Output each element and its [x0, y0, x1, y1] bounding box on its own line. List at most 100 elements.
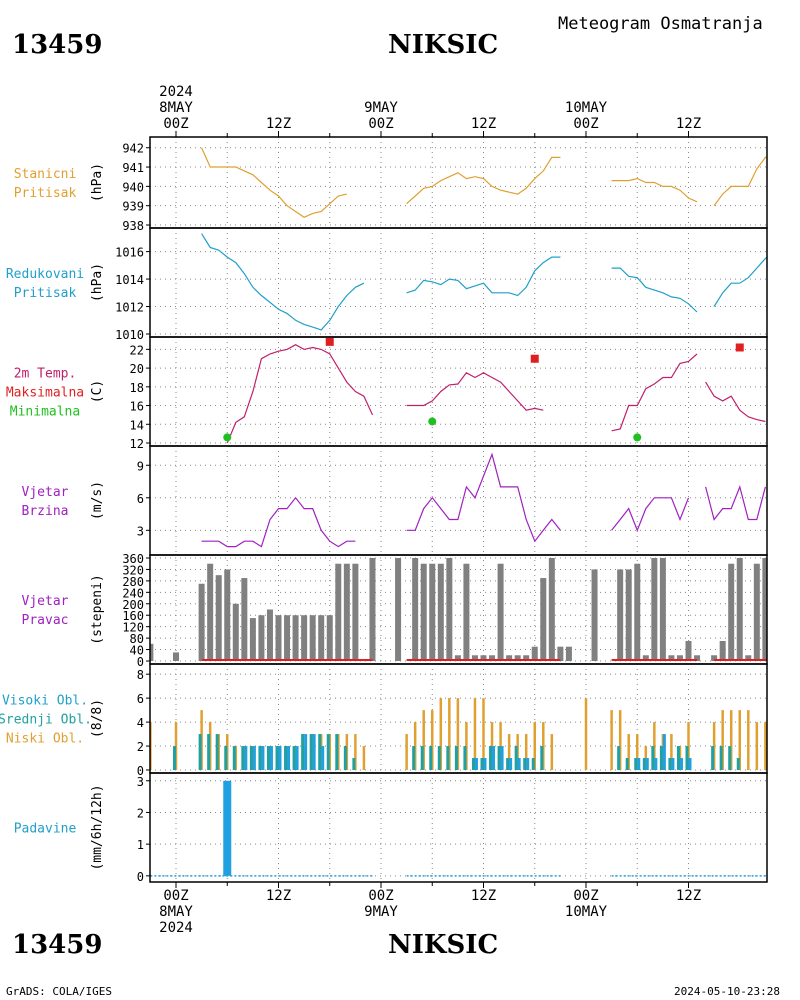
direction-bar	[480, 655, 487, 661]
cloud-bar	[480, 758, 484, 770]
direction-bar	[753, 563, 760, 661]
cloud-bar	[343, 746, 347, 770]
x-tick-label-bottom: 00Z	[573, 888, 598, 904]
cloud-bar	[422, 710, 425, 770]
x-tick-label-top: 8MAY	[159, 100, 193, 116]
x-tick-label-bottom: 00Z	[163, 888, 188, 904]
y-tick-label: 280	[122, 575, 144, 589]
panel-oblaci: 0 2 4 6 8 (8/8)Visoki Obl. Srednji Obl. Niski O…	[0, 663, 768, 778]
panel-label: Pritisak	[14, 186, 77, 201]
cloud-bar	[634, 758, 638, 770]
y-tick-label: 0	[137, 655, 144, 669]
direction-bar	[771, 655, 777, 661]
x-tick-label-top: 12Z	[266, 116, 291, 132]
y-tick-label: 939	[122, 200, 144, 214]
min-marker	[428, 417, 437, 426]
panel-padavine: 0 1 2 3 (mm/6h/12h) Padavine	[14, 772, 768, 884]
cloud-bar	[654, 758, 658, 770]
y-axis-label: (hPa)	[90, 263, 105, 302]
cloud-bar	[321, 746, 325, 770]
cloud-bar	[287, 746, 291, 770]
direction-bar	[420, 563, 427, 661]
direction-bar	[429, 563, 436, 661]
direction-bar	[719, 640, 726, 661]
direction-bar	[506, 655, 513, 661]
cloud-bar	[278, 746, 282, 770]
cloud-bar	[354, 734, 357, 770]
cloud-bar	[670, 734, 673, 770]
y-tick-label: 14	[130, 418, 144, 432]
cloud-bar	[524, 734, 528, 770]
cloud-bar	[456, 698, 460, 770]
direction-bar	[173, 652, 179, 661]
y-tick-label: 938	[122, 219, 144, 233]
cloud-bar	[636, 734, 639, 770]
direction-bar	[634, 563, 641, 661]
cloud-bar	[198, 734, 202, 770]
max-marker	[530, 354, 539, 363]
x-tick-label-bottom: 00Z	[368, 888, 393, 904]
panel-label: Minimalna	[10, 405, 80, 420]
cloud-bar	[540, 746, 544, 770]
direction-bar	[241, 578, 248, 661]
cloud-bar	[642, 758, 646, 770]
cloud-bar	[668, 758, 672, 770]
x-tick-label-bottom: 10MAY	[565, 904, 608, 920]
y-axis-label: (stepeni)	[90, 574, 105, 644]
direction-bar	[352, 563, 359, 661]
cloud-bar	[721, 710, 724, 770]
cloud-bar	[318, 734, 322, 770]
cloud-bar	[275, 746, 279, 770]
y-tick-label: 8	[137, 668, 144, 682]
min-marker	[223, 433, 232, 442]
panel-vjetar-brzina: 3 6 9 (m/s) Vjetar Brzina	[22, 445, 768, 556]
cloud-bar	[550, 734, 554, 770]
y-tick-label: 12	[130, 437, 144, 451]
direction-bar	[335, 563, 342, 661]
y-axis-label: (mm/6h/12h)	[90, 784, 105, 870]
direction-bar	[395, 558, 402, 661]
y-tick-label: 18	[130, 381, 144, 395]
y-tick-label: 942	[122, 142, 144, 156]
y-tick-label: 200	[122, 598, 144, 612]
direction-bar	[514, 655, 521, 661]
series-line	[611, 177, 698, 203]
cloud-bar	[292, 746, 296, 770]
cloud-bar	[747, 710, 750, 770]
cloud-bar	[764, 722, 767, 770]
panel-label: Stanicni	[14, 167, 77, 182]
series-line	[406, 156, 561, 205]
panel-frame	[149, 336, 768, 447]
direction-bar	[489, 655, 496, 661]
direction-bar	[232, 603, 239, 661]
x-tick-label-bottom: 9MAY	[364, 904, 398, 920]
cloud-bar	[252, 746, 256, 770]
y-tick-label: 9	[137, 459, 144, 473]
x-tick-label-bottom: 12Z	[266, 888, 291, 904]
cloud-bar	[207, 734, 211, 770]
panel-frame	[149, 227, 768, 338]
direction-bar	[301, 615, 308, 661]
direction-bar	[215, 575, 222, 661]
x-tick-label-bottom: 12Z	[471, 888, 496, 904]
cloud-bar	[266, 746, 270, 770]
cloud-bar	[526, 758, 530, 770]
direction-bar	[711, 655, 718, 661]
panel-label: Pravac	[22, 613, 69, 628]
direction-bar	[150, 643, 154, 661]
cloud-bar	[509, 758, 513, 770]
y-axis-label: (m/s)	[90, 481, 105, 520]
cloud-bar	[309, 734, 313, 770]
cloud-bar	[531, 758, 535, 770]
cloud-bar	[412, 746, 416, 770]
series-line	[406, 372, 544, 411]
direction-bar	[625, 569, 632, 661]
cloud-bar	[249, 746, 253, 770]
direction-bar	[565, 646, 572, 661]
cloud-bar	[755, 722, 759, 770]
y-tick-label: 6	[137, 492, 144, 506]
cloud-bar	[295, 746, 299, 770]
series-line	[611, 497, 690, 532]
